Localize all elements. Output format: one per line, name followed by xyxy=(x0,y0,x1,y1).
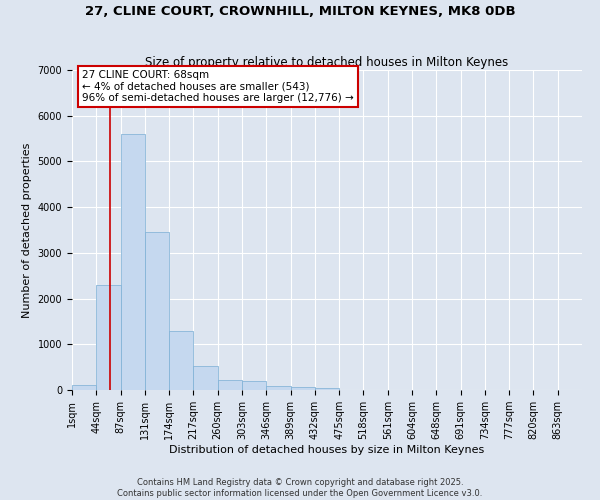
Bar xyxy=(242,381,266,390)
X-axis label: Distribution of detached houses by size in Milton Keynes: Distribution of detached houses by size … xyxy=(169,445,485,455)
Bar xyxy=(290,388,315,390)
Bar xyxy=(193,366,218,390)
Bar xyxy=(218,380,242,390)
Text: Contains HM Land Registry data © Crown copyright and database right 2025.
Contai: Contains HM Land Registry data © Crown c… xyxy=(118,478,482,498)
Bar xyxy=(266,386,290,390)
Text: 27 CLINE COURT: 68sqm
← 4% of detached houses are smaller (543)
96% of semi-deta: 27 CLINE COURT: 68sqm ← 4% of detached h… xyxy=(82,70,354,103)
Bar xyxy=(169,330,193,390)
Title: Size of property relative to detached houses in Milton Keynes: Size of property relative to detached ho… xyxy=(145,56,509,69)
Bar xyxy=(96,285,121,390)
Bar xyxy=(315,388,339,390)
Bar xyxy=(121,134,145,390)
Y-axis label: Number of detached properties: Number of detached properties xyxy=(22,142,32,318)
Bar xyxy=(145,232,169,390)
Bar xyxy=(72,386,96,390)
Text: 27, CLINE COURT, CROWNHILL, MILTON KEYNES, MK8 0DB: 27, CLINE COURT, CROWNHILL, MILTON KEYNE… xyxy=(85,5,515,18)
